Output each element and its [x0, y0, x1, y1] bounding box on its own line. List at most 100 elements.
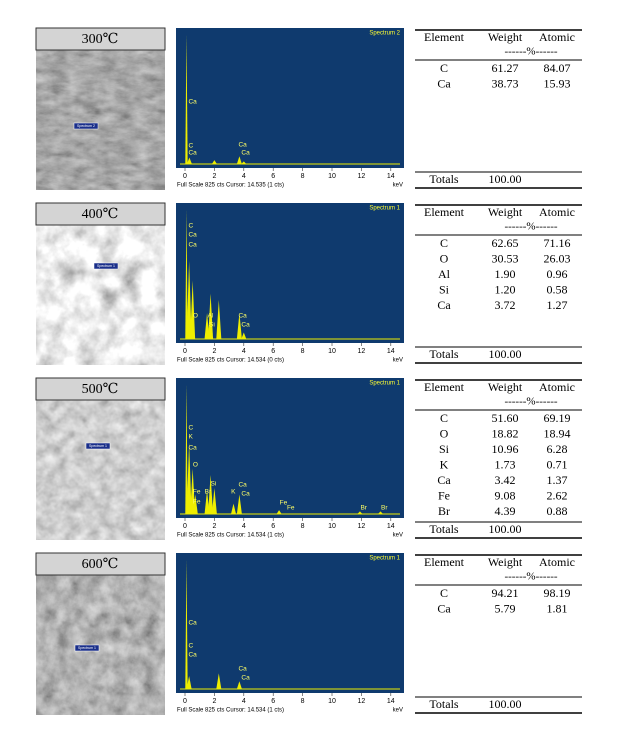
peak-label: Ca — [241, 322, 250, 329]
table-header: Atomic — [539, 205, 575, 219]
table-header: Weight — [488, 30, 523, 44]
spectrum-peak — [236, 494, 242, 514]
x-tick-label: 6 — [271, 173, 275, 180]
x-tick-label: 6 — [271, 698, 275, 705]
table-header: Atomic — [539, 380, 575, 394]
table-cell: Ca — [437, 298, 451, 312]
table-cell: O — [440, 426, 449, 440]
x-tick-label: 8 — [301, 523, 305, 530]
spectrum-peak — [186, 261, 192, 339]
peak-label: Fe — [193, 499, 201, 506]
table-cell: 84.07 — [544, 61, 571, 75]
table-cell: 71.16 — [544, 236, 571, 250]
table-cell: C — [440, 236, 448, 250]
x-unit: keV — [393, 533, 403, 539]
spectrum-name: Spectrum 2 — [369, 31, 400, 37]
table-header: Atomic — [539, 555, 575, 569]
spectrum-marker — [85, 442, 111, 450]
table-cell: 1.27 — [547, 298, 568, 312]
table-cell: 1.20 — [495, 282, 516, 296]
spectrum-plot — [176, 553, 404, 693]
peak-label: C — [188, 425, 193, 432]
spectrum-plot — [176, 203, 404, 343]
peak-label: C — [188, 143, 193, 150]
table-cell: 98.19 — [544, 586, 571, 600]
table-cell: 1.37 — [547, 473, 568, 487]
spectrum-peak — [185, 384, 188, 514]
spectrum-footer: Full Scale 825 cts Cursor: 14.534 (1 cts… — [177, 708, 284, 714]
table-cell: 1.81 — [547, 601, 568, 615]
spectrum-peak — [186, 676, 192, 689]
x-tick-label: 12 — [358, 698, 366, 705]
peak-label: Ca — [188, 620, 197, 627]
table-cell: Br — [438, 504, 450, 518]
table-subheader: ------%------ — [504, 571, 557, 583]
temperature-label: 500℃ — [82, 382, 119, 397]
spectrum-footer: Full Scale 825 cts Cursor: 14.534 (0 cts… — [177, 358, 284, 364]
peak-label: Fe — [193, 489, 201, 496]
x-unit: keV — [393, 183, 403, 189]
spectrum-marker-label: Spectrum 1 — [97, 264, 115, 268]
table-cell: Ca — [437, 473, 451, 487]
table-totals: Totals — [429, 697, 458, 711]
table-totals: Totals — [429, 172, 458, 186]
table-header: Element — [424, 555, 465, 569]
table-totals: 100.00 — [489, 347, 522, 361]
table-totals: 100.00 — [489, 522, 522, 536]
spectrum-footer: Full Scale 825 cts Cursor: 14.535 (1 cts… — [177, 183, 284, 189]
peak-label: O — [193, 462, 198, 469]
table-cell: 51.60 — [492, 411, 519, 425]
table-header: Weight — [488, 555, 523, 569]
table-cell: 0.96 — [547, 267, 568, 281]
x-tick-label: 14 — [387, 173, 395, 180]
peak-label: Ca — [188, 232, 197, 239]
spectrum-peak — [185, 209, 188, 339]
temperature-box — [35, 377, 166, 401]
spectrum-peak — [211, 160, 217, 164]
table-cell: 9.08 — [495, 488, 516, 502]
x-tick-label: 0 — [183, 523, 187, 530]
table-totals: Totals — [429, 347, 458, 361]
spectrum-peak — [236, 313, 242, 339]
table-cell: 69.19 — [544, 411, 571, 425]
x-tick-label: 10 — [328, 173, 336, 180]
peak-label: Br — [381, 505, 388, 512]
x-tick-label: 12 — [358, 348, 366, 355]
table-totals: Totals — [429, 522, 458, 536]
table-cell: 1.90 — [495, 267, 516, 281]
peak-label: Ca — [188, 99, 197, 106]
table-cell: 18.94 — [544, 426, 571, 440]
table-cell: 62.65 — [492, 236, 519, 250]
table-subheader: ------%------ — [504, 221, 557, 233]
peak-label: Ca — [188, 150, 197, 157]
spectrum-marker — [74, 644, 100, 652]
x-tick-label: 10 — [328, 698, 336, 705]
x-tick-label: 4 — [242, 173, 246, 180]
temperature-label: 300℃ — [82, 32, 119, 47]
peak-label: Br — [360, 505, 367, 512]
x-tick-label: 14 — [387, 348, 395, 355]
table-cell: 38.73 — [492, 76, 519, 90]
x-tick-label: 4 — [242, 348, 246, 355]
spectrum-peak — [276, 510, 282, 514]
x-unit: keV — [393, 708, 403, 714]
peak-label: Ca — [188, 652, 197, 659]
x-tick-label: 2 — [212, 523, 216, 530]
spectrum-name: Spectrum 1 — [369, 556, 400, 562]
table-cell: 15.93 — [544, 76, 571, 90]
peak-label: O — [193, 313, 198, 320]
x-tick-label: 2 — [212, 348, 216, 355]
table-cell: C — [440, 411, 448, 425]
table-cell: 3.72 — [495, 298, 516, 312]
table-header: Atomic — [539, 30, 575, 44]
peak-label: Si — [209, 322, 215, 329]
table-cell: 10.96 — [492, 442, 519, 456]
table-cell: 3.42 — [495, 473, 516, 487]
spectrum-marker — [93, 262, 119, 270]
peak-label: Ca — [238, 666, 247, 673]
spectrum-peak — [208, 475, 214, 514]
sem-image — [36, 378, 165, 540]
peak-label: Ca — [241, 675, 250, 682]
temperature-label: 600℃ — [82, 557, 119, 572]
